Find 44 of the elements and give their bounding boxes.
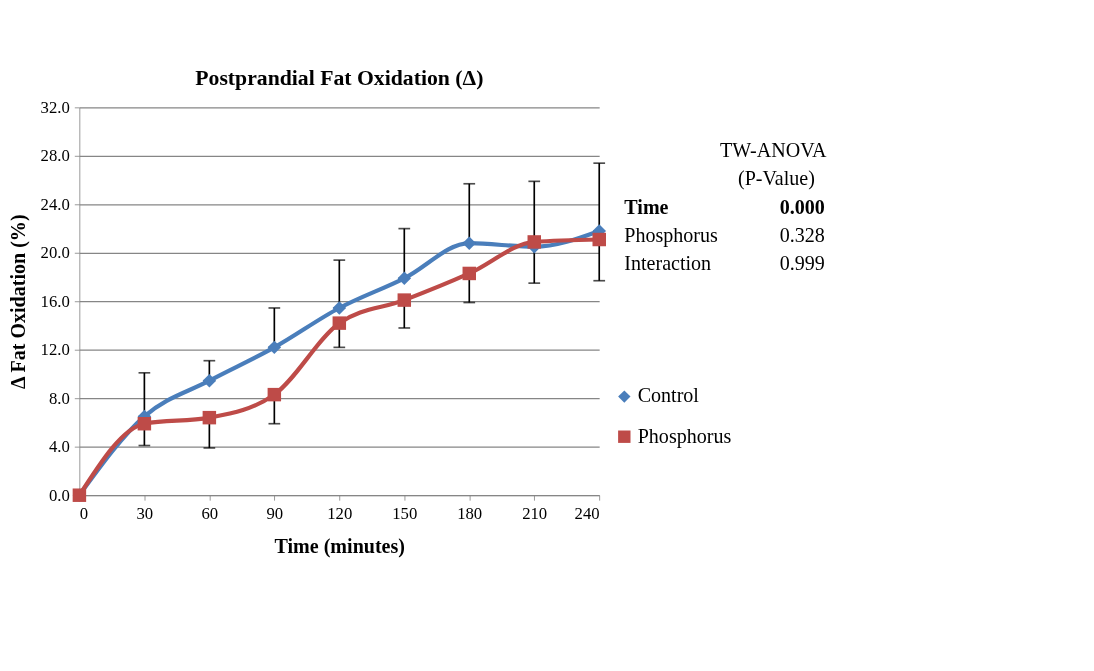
legend-label: Phosphorus xyxy=(637,424,732,448)
text: 0.000 xyxy=(779,195,825,218)
point xyxy=(202,373,217,388)
y-tick-label: 0.0 xyxy=(48,485,70,505)
x-tick-label: 120 xyxy=(327,504,353,524)
point xyxy=(332,316,347,330)
x-tick-label: 180 xyxy=(457,504,483,524)
point xyxy=(267,387,282,402)
y-tick-label: 32.0 xyxy=(40,97,70,117)
x-tick-label: 240 xyxy=(574,504,600,524)
point xyxy=(592,232,606,247)
point xyxy=(202,410,217,425)
text: Interaction xyxy=(624,252,712,275)
chart-title: Postprandial Fat Oxidation (Δ) xyxy=(195,65,484,90)
text: 0.328 xyxy=(779,223,825,246)
point xyxy=(397,271,412,286)
point xyxy=(527,235,541,249)
x-axis-title: Time (minutes) xyxy=(274,535,405,559)
y-tick-label: 8.0 xyxy=(48,388,70,408)
point xyxy=(267,340,282,355)
y-axis-title: Δ Fat Oxidation (%) xyxy=(6,214,30,390)
point xyxy=(137,416,152,431)
x-tick-label: 150 xyxy=(392,504,418,524)
y-tick-label: 4.0 xyxy=(48,437,70,457)
point xyxy=(332,301,347,315)
y-tick-label: 28.0 xyxy=(40,146,70,166)
text: Time xyxy=(624,195,669,218)
point xyxy=(397,293,412,307)
y-tick-label: 24.0 xyxy=(40,194,70,214)
x-tick-label: 90 xyxy=(266,504,284,524)
text: Phosphorus xyxy=(624,223,719,247)
point xyxy=(462,266,477,281)
x-tick-label: 210 xyxy=(522,504,548,524)
point xyxy=(462,236,477,250)
text: (P-Value) xyxy=(738,167,815,191)
x-tick-label: 60 xyxy=(201,504,219,524)
legend-label: Control xyxy=(637,384,700,407)
y-tick-label: 16.0 xyxy=(40,291,70,311)
y-tick-label: 20.0 xyxy=(40,243,70,263)
y-tick-label: 12.0 xyxy=(40,340,70,360)
x-tick-label: 30 xyxy=(136,504,154,524)
text: 0.999 xyxy=(779,252,825,275)
x-tick-label: 0 xyxy=(79,504,89,524)
text: TW-ANOVA xyxy=(720,138,828,161)
